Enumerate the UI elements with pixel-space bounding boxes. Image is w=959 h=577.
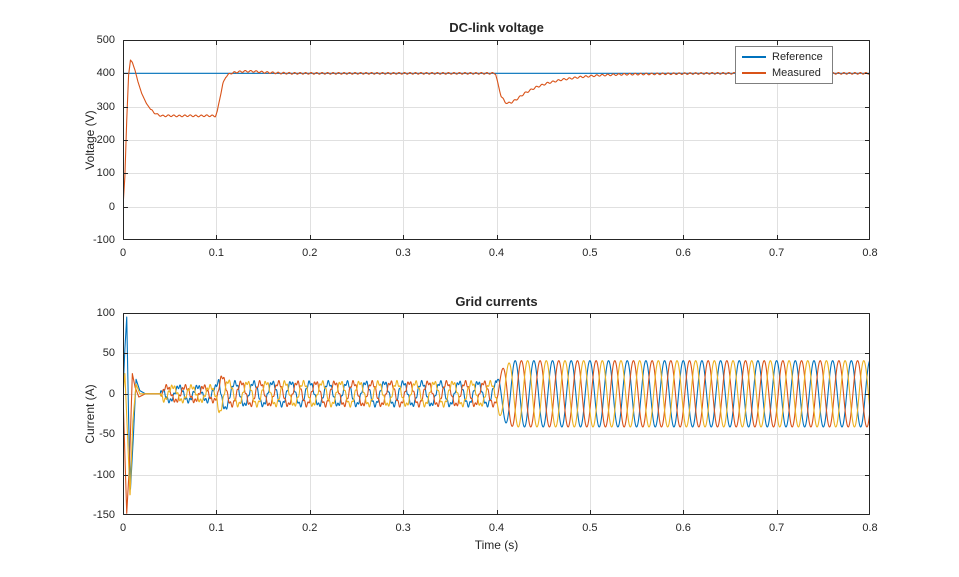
x-tick-label: 0.3: [395, 247, 411, 259]
y-tick-label: 100: [96, 307, 115, 319]
currents-plot-canvas: [123, 313, 870, 515]
x-tick-label: 0.6: [675, 247, 691, 259]
x-tick-label: 0: [119, 247, 127, 259]
legend-line-reference: [742, 56, 766, 58]
voltage-chart-title: DC-link voltage: [449, 20, 544, 35]
y-tick-label: 200: [96, 134, 115, 146]
x-tick-label: 0.1: [208, 522, 225, 534]
y-tick-label: 500: [96, 34, 115, 46]
legend-line-measured: [742, 72, 766, 74]
voltage-y-axis-label: Voltage (V): [83, 110, 97, 170]
x-tick-label: 0.4: [488, 522, 505, 534]
x-tick-label: 0.7: [768, 522, 785, 534]
x-tick-label: 0.7: [768, 247, 785, 259]
legend: Reference Measured: [735, 46, 833, 84]
currents-chart-title: Grid currents: [455, 294, 538, 309]
y-tick-label: -100: [92, 468, 115, 481]
legend-entry-reference: Reference: [742, 50, 823, 64]
y-tick-label: -100: [92, 234, 115, 246]
x-tick-label: 0.1: [208, 247, 225, 259]
legend-label-reference: Reference: [772, 51, 823, 63]
y-tick-label: 0: [108, 200, 115, 213]
legend-entry-measured: Measured: [742, 66, 823, 80]
x-tick-label: 0.5: [582, 247, 598, 259]
y-tick-label: -50: [99, 428, 115, 441]
x-tick-label: 0.8: [862, 247, 878, 259]
x-tick-label: 0.3: [395, 522, 411, 534]
y-tick-label: 100: [96, 167, 115, 180]
currents-y-axis-label: Current (A): [83, 384, 97, 444]
y-tick-label: -150: [92, 509, 115, 521]
y-tick-label: 50: [102, 347, 115, 360]
x-tick-label: 0: [119, 522, 127, 534]
y-tick-label: 0: [108, 387, 115, 400]
y-tick-label: 300: [96, 100, 115, 113]
x-tick-label: 0.4: [488, 247, 505, 259]
x-tick-label: 0.2: [302, 522, 318, 534]
x-tick-label: 0.8: [862, 522, 878, 534]
y-tick-label: 400: [96, 67, 115, 80]
x-tick-label: 0.6: [675, 522, 691, 534]
x-tick-label: 0.2: [302, 247, 318, 259]
time-x-axis-label: Time (s): [474, 538, 519, 552]
x-tick-label: 0.5: [582, 522, 598, 534]
legend-label-measured: Measured: [772, 67, 821, 79]
